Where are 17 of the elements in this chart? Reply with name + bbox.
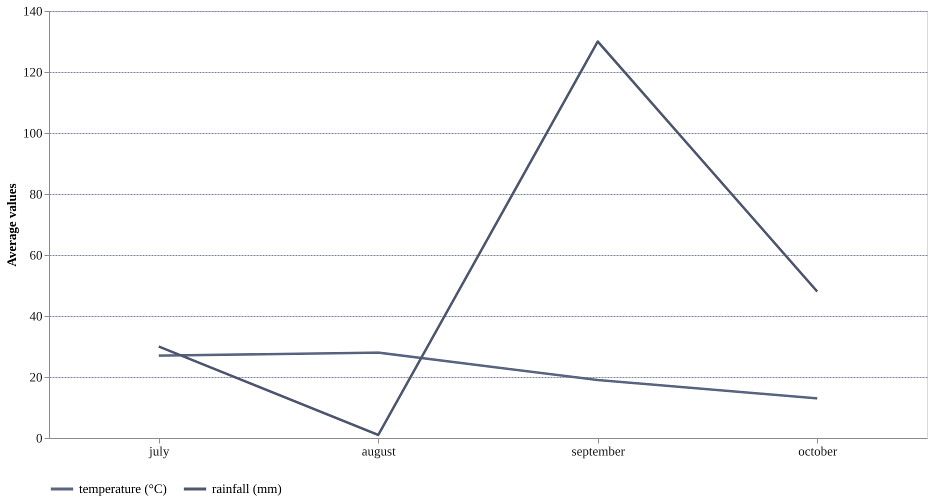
legend-label: temperature (°C) <box>79 481 167 496</box>
y-tick-label: 20 <box>30 370 42 384</box>
y-tick-label: 80 <box>30 186 42 202</box>
x-tick-label: september <box>572 444 626 458</box>
x-tick-label: july <box>148 444 170 458</box>
x-tick-label: august <box>362 444 396 458</box>
y-tick-label: 0 <box>36 430 42 446</box>
legend-label: rainfall (mm) <box>212 481 282 496</box>
y-tick-label: 140 <box>23 4 42 18</box>
y-tick-label: 120 <box>23 64 42 80</box>
y-tick-label: 100 <box>23 126 42 140</box>
x-tick-label: october <box>798 444 838 458</box>
line-series <box>158 40 818 436</box>
y-tick-label: 40 <box>30 308 42 324</box>
y-axis-title: Average values <box>4 183 19 267</box>
y-tick-label: 60 <box>30 248 42 262</box>
line-series <box>158 351 818 400</box>
